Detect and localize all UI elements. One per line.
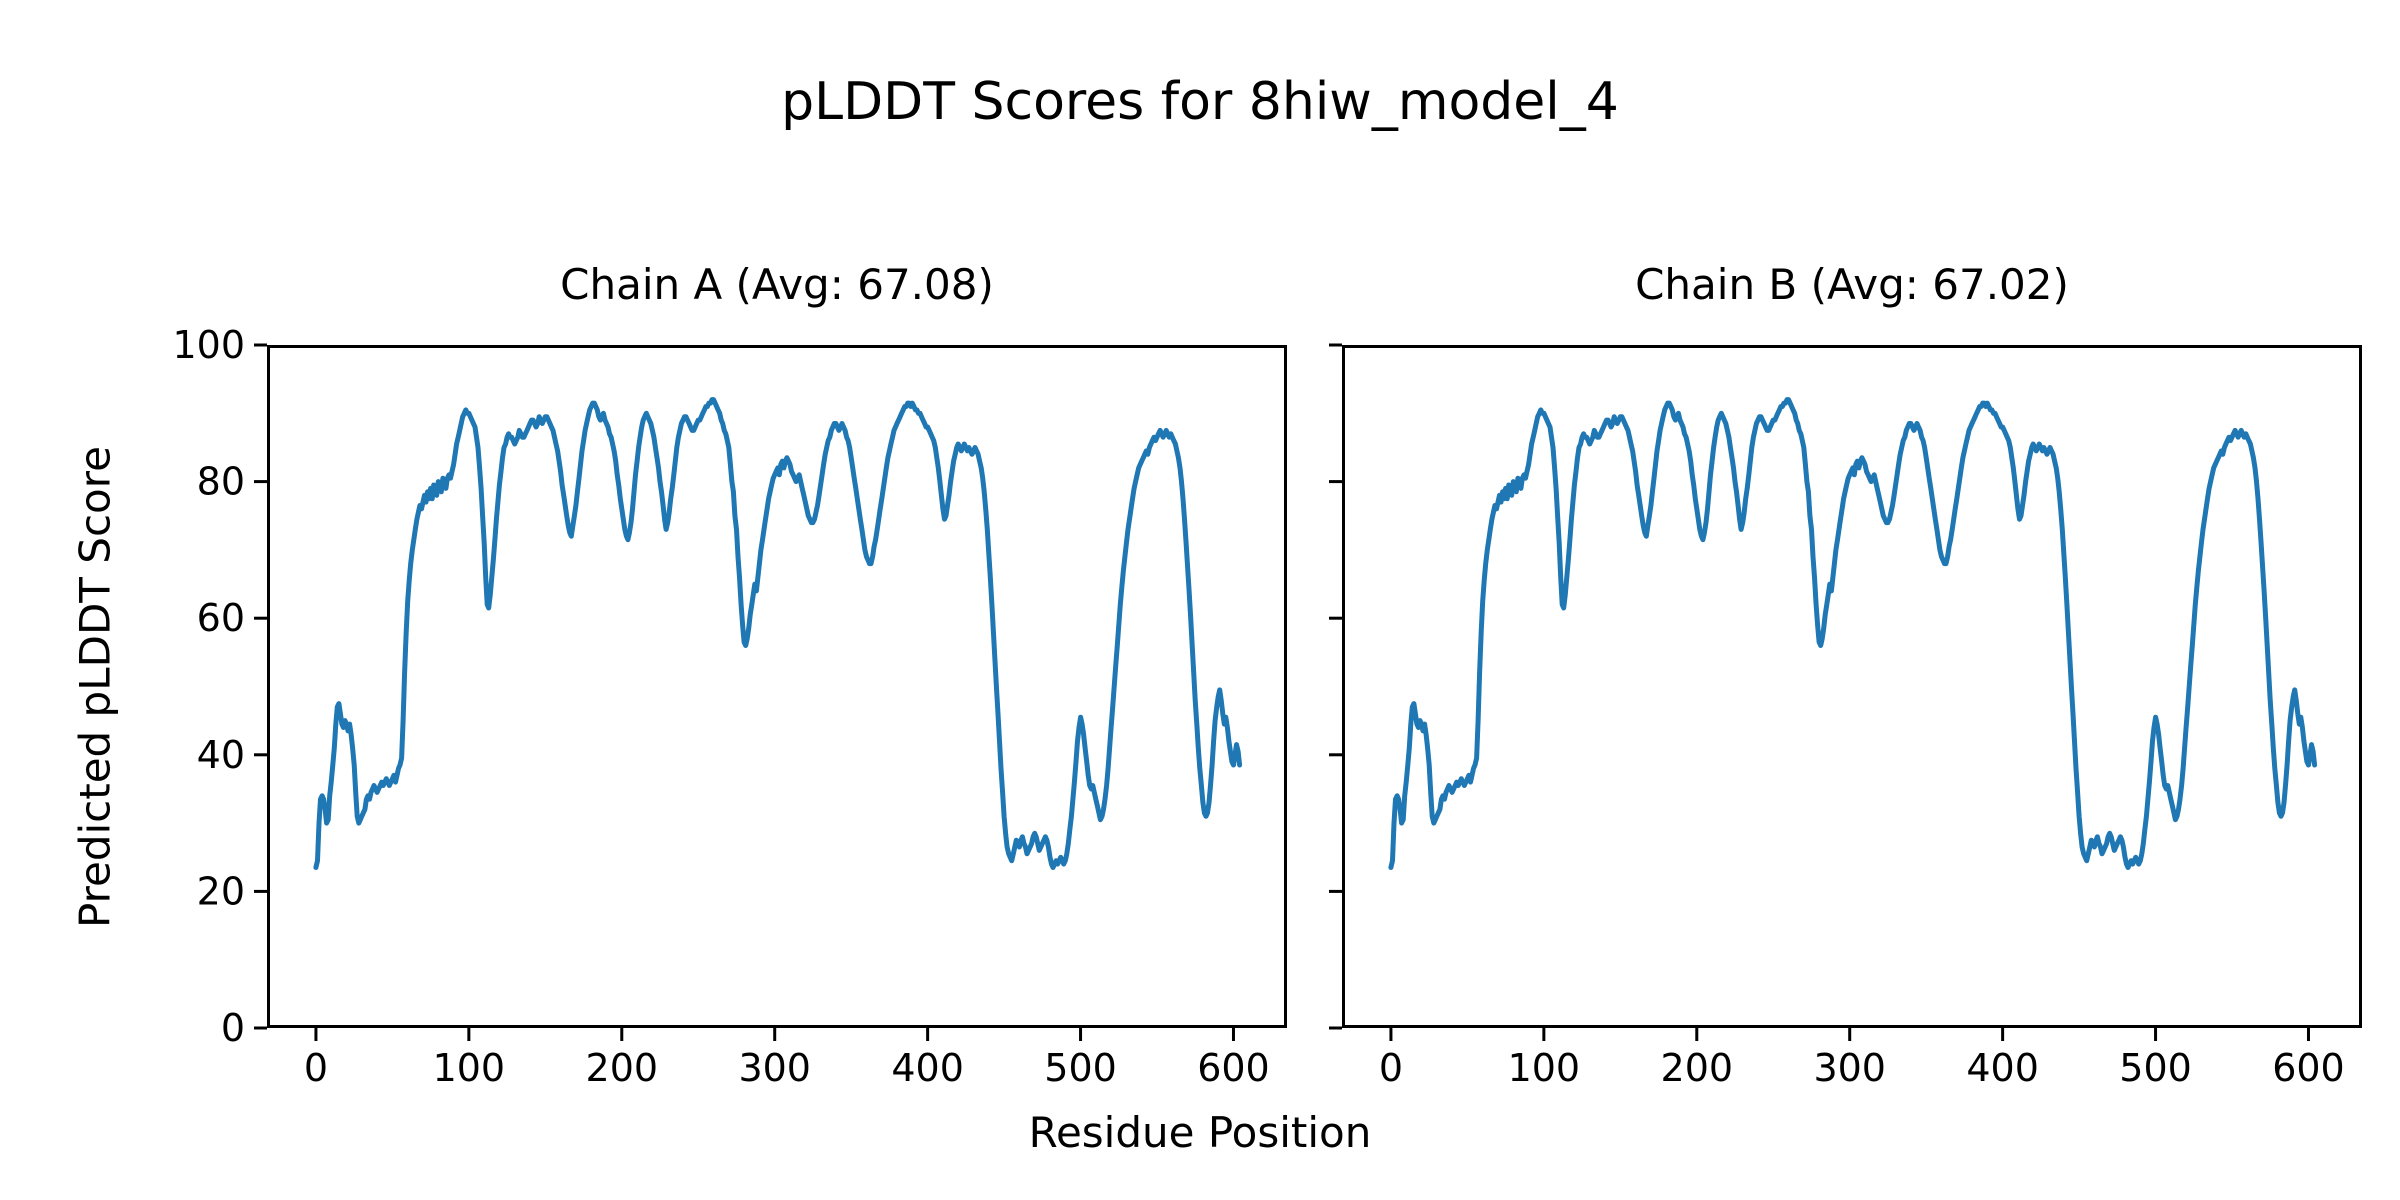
x-tick-label: 500 [2119,1046,2192,1090]
x-tick-label: 100 [433,1046,506,1090]
plddt-line-chain-b [1388,397,2318,870]
x-tick-label: 400 [891,1046,964,1090]
y-tick-label: 0 [221,1006,245,1050]
chain-b-title: Chain B (Avg: 67.02) [1635,260,2069,309]
axes-frame [1342,345,2362,1028]
y-axis-label: Predicted pLDDT Score [70,446,120,928]
y-tick-label: 60 [197,596,245,640]
x-tick-label: 0 [1379,1046,1403,1090]
y-tick-label: 40 [197,733,245,777]
x-tick-label: 600 [1197,1046,1270,1090]
y-tick-label: 20 [197,869,245,913]
x-axis-label: Residue Position [1028,1108,1372,1157]
chain-a-plot-area: 0 100 200 300 400 500 600 0 20 40 60 80 100 [172,323,1287,1090]
x-tick-label: 500 [1044,1046,1117,1090]
chain-a-title: Chain A (Avg: 67.08) [560,260,994,309]
plddt-line-chain-a [313,397,1243,870]
y-tick-label: 100 [172,323,245,367]
figure-title: pLDDT Scores for 8hiw_model_4 [781,72,1619,132]
x-tick-label: 0 [304,1046,328,1090]
y-tick-label: 80 [197,460,245,504]
x-tick-label: 300 [1813,1046,1886,1090]
x-tick-label: 200 [1661,1046,1734,1090]
x-tick-label: 200 [586,1046,659,1090]
x-tick-label: 600 [2272,1046,2345,1090]
axes-frame [267,345,1287,1028]
chain-b-plot-area: 0 100 200 300 400 500 600 [1329,343,2362,1090]
x-tick-label: 300 [738,1046,811,1090]
x-tick-label: 400 [1966,1046,2039,1090]
x-tick-label: 100 [1508,1046,1581,1090]
